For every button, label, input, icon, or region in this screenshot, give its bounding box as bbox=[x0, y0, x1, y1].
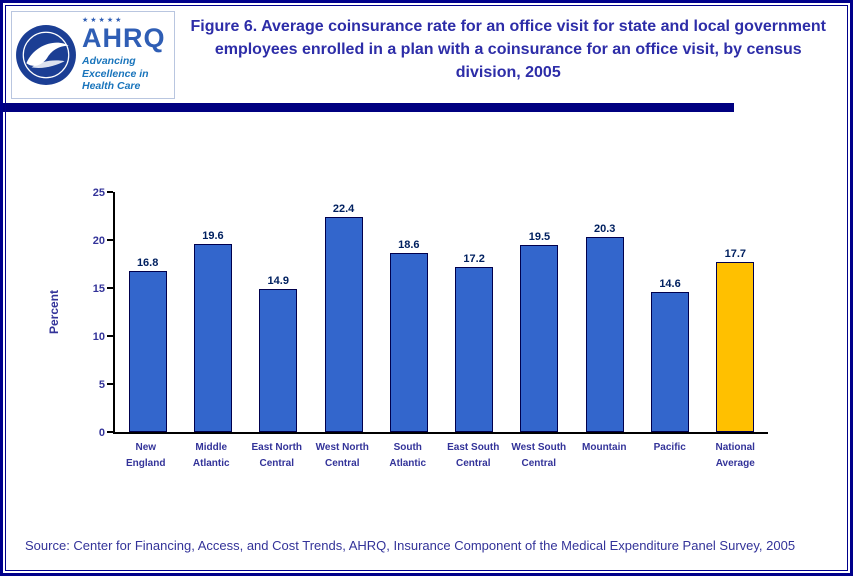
category-label: Pacific bbox=[653, 442, 686, 453]
bar-value-label: 14.9 bbox=[267, 274, 289, 287]
bar-column: 22.4 bbox=[311, 192, 376, 432]
divider-bar bbox=[3, 103, 734, 112]
hhs-logo bbox=[15, 24, 77, 86]
bar-column: 14.9 bbox=[246, 192, 311, 432]
category-label: New England bbox=[126, 442, 166, 469]
bar-value-label: 19.5 bbox=[528, 230, 551, 243]
bar-column: 14.6 bbox=[637, 192, 702, 432]
category-label: West South Central bbox=[511, 442, 567, 469]
category-label: South Atlantic bbox=[389, 442, 427, 469]
y-tick-label: 25 bbox=[92, 187, 105, 199]
bar-east-north-central bbox=[259, 288, 298, 432]
ahrq-acronym: AHRQ bbox=[82, 23, 166, 54]
category-label: Mountain bbox=[582, 442, 627, 453]
y-axis-title-wrap: Percent bbox=[43, 192, 65, 432]
bar-value-label: 17.2 bbox=[463, 252, 485, 265]
figure-title: Figure 6. Average coinsurance rate for a… bbox=[190, 18, 826, 82]
source-note: Source: Center for Financing, Access, an… bbox=[25, 538, 796, 553]
y-tick-mark bbox=[107, 239, 113, 241]
category-axis: New England Middle Atlantic East North Centra… bbox=[113, 440, 768, 471]
bar-column: 18.6 bbox=[376, 192, 441, 432]
bar-value-label: 19.6 bbox=[202, 229, 224, 242]
ahrq-tagline-line2: Excellence in bbox=[82, 67, 149, 80]
bar-national-average bbox=[716, 262, 755, 432]
bar-mountain bbox=[585, 237, 624, 432]
category-label: East South Central bbox=[447, 442, 500, 469]
ahrq-stars: ★★★★★ bbox=[82, 17, 124, 25]
y-tick-label: 10 bbox=[92, 331, 105, 343]
bar-column: 19.6 bbox=[180, 192, 245, 432]
category-label: National Average bbox=[715, 442, 755, 469]
bar-middle-atlantic bbox=[193, 243, 232, 432]
category-label: Middle Atlantic bbox=[192, 442, 230, 469]
bar-column: 19.5 bbox=[507, 192, 572, 432]
y-tick-label: 20 bbox=[92, 235, 105, 247]
y-tick-mark bbox=[107, 191, 113, 193]
header: ★★★★★ AHRQ Advancing Excellence in Healt… bbox=[3, 3, 850, 103]
bar-south-atlantic bbox=[389, 253, 428, 432]
bar-value-label: 17.7 bbox=[724, 248, 747, 261]
bar-chart: Percent 0 5 10 15 20 25 16.8 19.6 14.9 22.4 18.6 17… bbox=[47, 187, 768, 471]
bar-pacific bbox=[651, 291, 690, 432]
y-tick-mark bbox=[107, 287, 113, 289]
ahrq-tagline-line1: Advancing bbox=[82, 55, 136, 68]
bar-value-label: 20.3 bbox=[594, 223, 616, 236]
bar-west-north-central bbox=[324, 216, 363, 432]
bar-new-england bbox=[128, 270, 167, 432]
bar-value-label: 22.4 bbox=[332, 202, 355, 215]
y-tick-label: 0 bbox=[98, 427, 105, 439]
bar-value-label: 14.6 bbox=[659, 277, 681, 290]
y-tick-label: 15 bbox=[92, 283, 105, 295]
bar-column: 17.2 bbox=[441, 192, 506, 432]
category-label: West North Central bbox=[315, 442, 369, 469]
bar-column: 20.3 bbox=[572, 192, 637, 432]
y-tick-mark bbox=[107, 383, 113, 385]
y-tick-mark bbox=[107, 431, 113, 433]
ahrq-logo: ★★★★★ AHRQ Advancing Excellence in Healt… bbox=[82, 17, 166, 92]
y-axis-title: Percent bbox=[47, 289, 61, 335]
agency-logo-box: ★★★★★ AHRQ Advancing Excellence in Healt… bbox=[11, 11, 175, 99]
bar-west-south-central bbox=[520, 244, 559, 432]
bar-column: 16.8 bbox=[115, 192, 180, 432]
plot-area: 0 5 10 15 20 25 16.8 19.6 14.9 22.4 18.6 17.2 19.5 20… bbox=[93, 187, 768, 439]
bar-value-label: 16.8 bbox=[136, 256, 159, 269]
bar-column: 17.7 bbox=[703, 192, 768, 432]
bar-east-south-central bbox=[455, 266, 494, 432]
y-tick-mark bbox=[107, 335, 113, 337]
ahrq-tagline: Advancing Excellence in Health Care bbox=[82, 55, 149, 92]
ahrq-tagline-line3: Health Care bbox=[82, 80, 141, 93]
category-label: East North Central bbox=[251, 442, 303, 469]
y-tick-label: 5 bbox=[98, 379, 105, 391]
bar-value-label: 18.6 bbox=[398, 239, 420, 252]
